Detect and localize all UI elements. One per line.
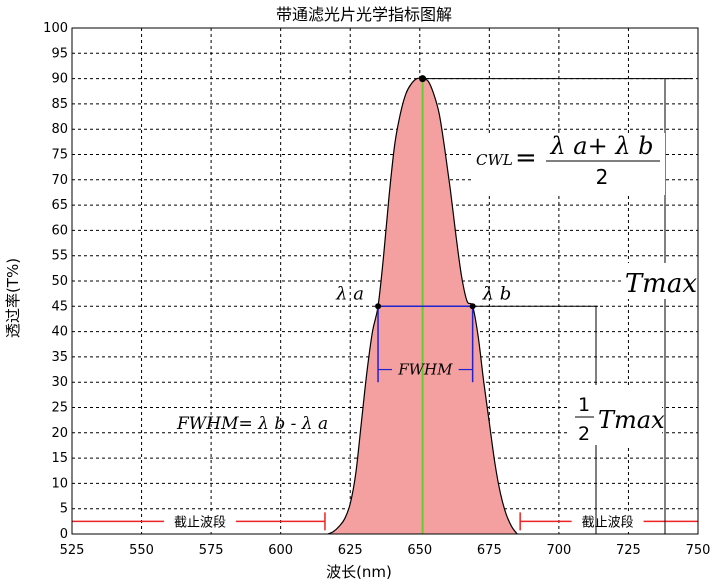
cwl-denominator: 2 <box>596 165 609 189</box>
x-tick-label: 725 <box>616 543 641 558</box>
y-tick-label: 45 <box>51 299 68 314</box>
y-tick-label: 95 <box>51 46 68 61</box>
y-axis-label: 透过率(T%) <box>4 258 22 338</box>
y-tick-label: 15 <box>51 451 68 466</box>
tmax-label: Tmax <box>625 269 697 299</box>
half-numerator: 1 <box>578 394 590 416</box>
y-tick-label: 25 <box>51 401 68 416</box>
x-tick-labels: 525 550 575 600 625 650 675 700 725 750 <box>60 543 711 558</box>
x-tick-label: 575 <box>199 543 224 558</box>
y-tick-label: 90 <box>51 72 68 87</box>
cwl-label-bg <box>473 133 665 195</box>
tmax-label-bg <box>622 263 700 299</box>
y-tick-label: 60 <box>51 223 68 238</box>
x-tick-label: 675 <box>477 543 502 558</box>
y-tick-label: 10 <box>51 476 68 491</box>
x-tick-label: 750 <box>686 543 711 558</box>
cutoff-left-label: 截止波段 <box>174 515 226 530</box>
y-tick-label: 55 <box>51 249 68 264</box>
half-label-bg <box>568 385 662 445</box>
cutoff-markers: 截止波段 截止波段 <box>72 512 698 531</box>
chart-title: 带通滤光片光学指标图解 <box>276 5 452 24</box>
annotation-labels: λ a λ b CWL = λ a+ λ b 2 Tmax 1 2 Tmax FWHM= λ b -… <box>176 132 697 445</box>
y-tick-label: 75 <box>51 148 68 163</box>
cutoff-right-label: 截止波段 <box>582 515 634 530</box>
y-tick-label: 100 <box>43 21 68 36</box>
half-denominator: 2 <box>578 423 590 445</box>
x-tick-label: 650 <box>407 543 432 558</box>
x-tick-label: 625 <box>338 543 363 558</box>
y-tick-label: 35 <box>51 350 68 365</box>
cwl-equals: = <box>515 143 537 173</box>
y-tick-labels: 0 5 10 15 20 25 30 35 40 45 50 55 60 65 70 75 80 85 90 95 10… <box>43 21 68 542</box>
y-tick-label: 65 <box>51 198 68 213</box>
y-tick-label: 0 <box>60 527 68 542</box>
cwl-numerator: λ a+ λ b <box>549 132 653 160</box>
y-tick-label: 70 <box>51 173 68 188</box>
fwhm-markers: FWHM <box>375 75 476 383</box>
x-axis-label: 波长(nm) <box>326 563 392 581</box>
x-tick-label: 700 <box>546 543 571 558</box>
y-tick-label: 85 <box>51 97 68 112</box>
fwhm-formula: FWHM= λ b - λ a <box>176 414 328 434</box>
y-tick-label: 5 <box>60 502 68 517</box>
lambda-b-label: λ b <box>482 283 512 304</box>
y-tick-label: 40 <box>51 325 68 340</box>
x-tick-label: 525 <box>60 543 85 558</box>
guide-lines <box>422 78 700 534</box>
lambda-a-point <box>375 303 382 310</box>
x-tick-label: 600 <box>268 543 293 558</box>
cwl-label: CWL <box>476 151 513 169</box>
cutoff-left-label-bg <box>163 513 236 530</box>
x-tick-label: 550 <box>129 543 154 558</box>
cutoff-right-label-bg <box>571 513 644 530</box>
plot-frame <box>71 27 699 535</box>
half-tmax-label: Tmax <box>598 406 665 434</box>
y-tick-label: 30 <box>51 375 68 390</box>
y-tick-label: 50 <box>51 274 68 289</box>
y-tick-label: 20 <box>51 426 68 441</box>
lambda-a-label: λ a <box>335 283 364 304</box>
fwhm-inner-label: FWHM <box>397 361 453 379</box>
y-tick-label: 80 <box>51 122 68 137</box>
